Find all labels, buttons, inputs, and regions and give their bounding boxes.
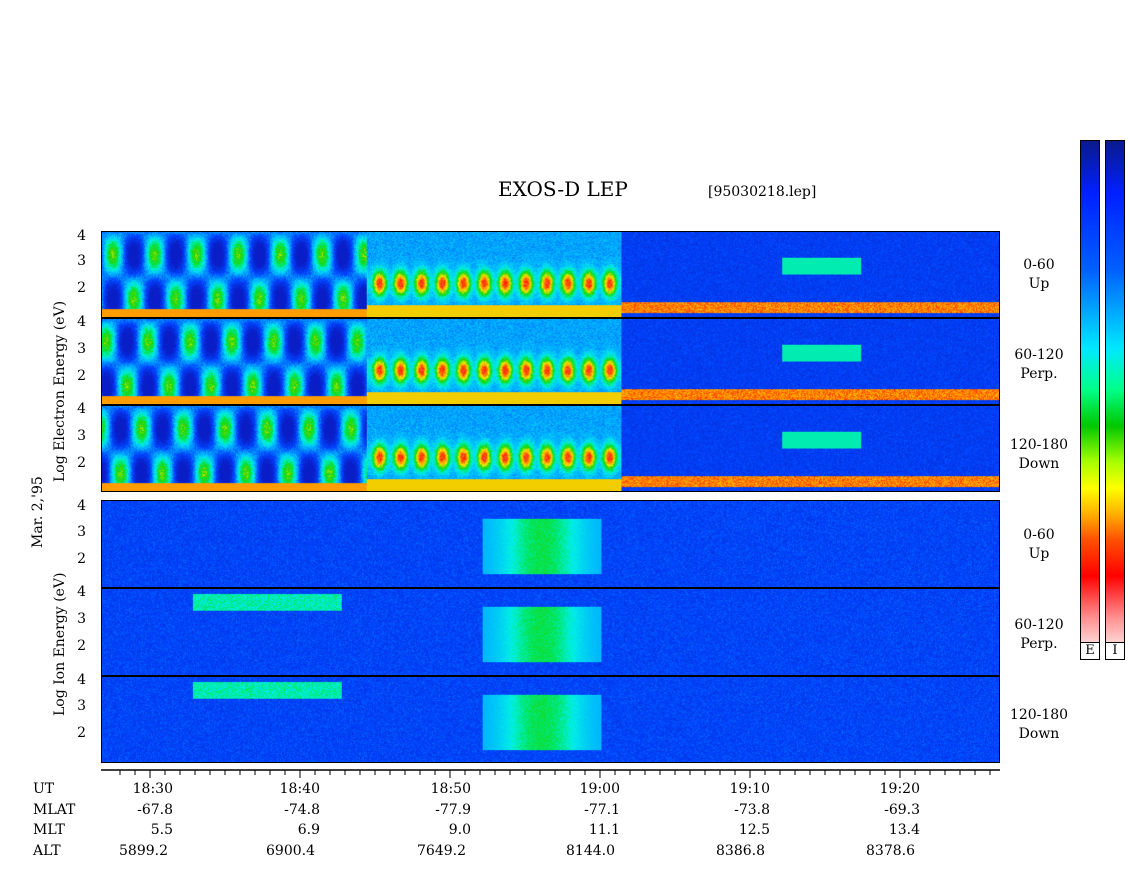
axis-value-mlt: 6.9 [297,822,320,838]
ytick: 4 [77,228,86,244]
ytick: 3 [77,611,86,627]
ion-up-panel [101,500,1000,588]
row-label-alt: ALT [33,843,61,859]
panel-angle-label: 0-60 Up [1023,527,1055,562]
electron-perp-panel [101,318,1000,405]
ytick: 2 [77,551,86,567]
axis-value-ut: 18:40 [279,781,320,797]
axis-value-mlt: 5.5 [150,822,173,838]
axis-value-alt: 8386.8 [716,843,765,859]
panel-angle-label: 60-120 Perp. [1014,617,1064,652]
ytick: 3 [77,428,86,444]
axis-value-mlt: 13.4 [888,822,920,838]
ion-colorbar [1105,140,1125,660]
panel-angle-label: 120-180 Down [1009,437,1069,472]
axis-value-mlat: -74.8 [284,802,320,818]
axis-value-alt: 5899.2 [119,843,168,859]
ion-axis-label: Log Ion Energy (eV) [52,572,68,716]
ytick: 3 [77,524,86,540]
electron-up-spectrogram [102,232,999,317]
electron-down-spectrogram [102,406,999,491]
electron-colorbar [1080,140,1100,660]
axis-value-ut: 19:20 [879,781,920,797]
axis-value-mlt: 12.5 [738,822,770,838]
panel-angle-label: 120-180 Down [1009,707,1069,742]
axis-value-mlt: 11.1 [588,822,620,838]
ion-down-panel [101,676,1000,763]
axis-value-alt: 7649.2 [417,843,466,859]
ytick: 2 [77,725,86,741]
ytick: 4 [77,584,86,600]
row-label-mlat: MLAT [33,802,76,818]
axis-value-mlat: -73.8 [734,802,770,818]
ytick: 3 [77,341,86,357]
axis-value-ut: 18:30 [132,781,173,797]
x-axis-ticks [119,770,991,778]
chart-title: EXOS-D LEP [498,177,628,201]
ytick: 4 [77,401,86,417]
axis-value-ut: 19:00 [579,781,620,797]
ion-perp-spectrogram [102,589,999,675]
axis-value-mlat: -77.1 [584,802,620,818]
panel-angle-label: 0-60 Up [1023,257,1055,292]
ytick: 3 [77,253,86,269]
axis-value-ut: 19:10 [729,781,770,797]
ytick: 2 [77,638,86,654]
axis-value-mlat: -69.3 [884,802,920,818]
electron-axis-label: Log Electron Energy (eV) [52,300,68,482]
electron-down-panel [101,405,1000,492]
ytick: 3 [77,698,86,714]
x-axis [101,769,1000,778]
ytick: 4 [77,314,86,330]
ytick: 4 [77,498,86,514]
axis-value-ut: 18:50 [430,781,471,797]
electron-up-panel [101,231,1000,318]
axis-value-mlt: 9.0 [448,822,471,838]
row-label-ut: UT [33,781,55,797]
ytick: 2 [77,368,86,384]
axis-value-mlat: -77.9 [435,802,471,818]
ytick: 4 [77,672,86,688]
electron-perp-spectrogram [102,319,999,404]
ion-colorbar-label: I [1105,642,1125,660]
row-label-mlt: MLT [33,822,65,838]
axis-value-alt: 8378.6 [866,843,915,859]
date-label: Mar. 2,'95 [30,476,46,548]
panel-angle-label: 60-120 Perp. [1014,347,1064,382]
file-label: [95030218.lep] [708,184,817,200]
ion-down-spectrogram [102,677,999,762]
axis-value-mlat: -67.8 [137,802,173,818]
axis-value-alt: 8144.0 [566,843,615,859]
electron-colorbar-label: E [1080,642,1100,660]
ytick: 2 [77,280,86,296]
ion-up-spectrogram [102,501,999,587]
ytick: 2 [77,455,86,471]
axis-value-alt: 6900.4 [266,843,315,859]
ion-perp-panel [101,588,1000,676]
